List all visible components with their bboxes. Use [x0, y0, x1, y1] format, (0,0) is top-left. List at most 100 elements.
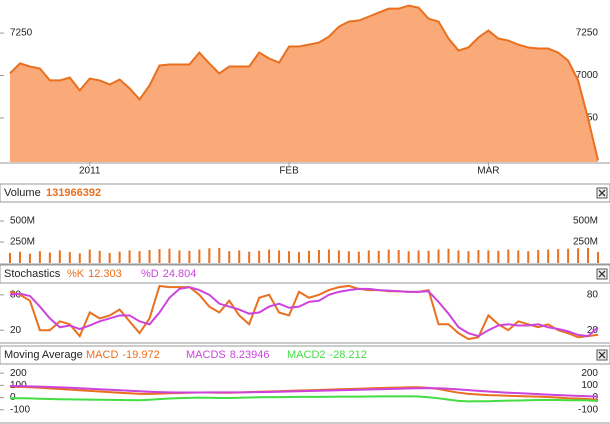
price-line [9, 4, 599, 161]
volume-bar [78, 253, 81, 263]
close-button[interactable] [596, 187, 608, 199]
x-tick-label: FEB [279, 166, 299, 177]
volume-bar [288, 251, 291, 263]
volume-bar [148, 249, 151, 263]
legend-name: MACDS [186, 349, 226, 361]
volume-bar [238, 250, 241, 263]
volume-bar [9, 252, 11, 263]
y-tick-label-right: 80 [587, 289, 599, 300]
volume-bar [268, 249, 271, 263]
y-tick-label: 20 [10, 325, 22, 336]
y-tick-label-right: 200 [581, 368, 598, 379]
volume-bar [158, 249, 161, 263]
volume-bar [68, 252, 71, 263]
panel-header [0, 264, 610, 284]
legend-name: %D [141, 268, 159, 280]
volume-bar [18, 251, 21, 263]
volume-bar [427, 250, 430, 263]
legend-name: MACD [86, 349, 118, 361]
close-icon [598, 270, 606, 278]
panel-title: Stochastics [4, 268, 61, 280]
volume-bar [367, 250, 370, 263]
y-tick-label: 250M [10, 237, 35, 248]
y-tick-label-right: -100 [578, 404, 598, 415]
volume-bar [178, 250, 181, 263]
volume-bar [188, 250, 191, 263]
legend-item: MACDS 8.23946 [186, 349, 270, 361]
panel-title: Moving Average [4, 349, 83, 361]
volume-bar [347, 251, 350, 263]
legend-name: %K [67, 268, 85, 280]
y-tick-label: 200 [10, 368, 27, 379]
volume-bar [327, 249, 330, 263]
volume-bar [278, 250, 281, 263]
legend-item: %D 24.804 [141, 268, 196, 280]
y-tick-label-right: 7250 [576, 28, 599, 39]
series-line [9, 384, 599, 398]
volume-bar [38, 251, 41, 263]
volume-bar [228, 251, 231, 263]
volume-bar [477, 249, 480, 263]
volume-bar [218, 247, 221, 263]
volume-bar [497, 250, 500, 263]
volume-bar [537, 249, 540, 263]
volume-bar [128, 250, 131, 263]
volume-bar [437, 249, 440, 263]
volume-bar [527, 251, 530, 263]
legend-item: %K 12.303 [67, 268, 122, 280]
panel-header [0, 183, 610, 203]
close-icon [598, 351, 606, 359]
volume-bar [108, 252, 111, 263]
volume-bar [258, 250, 261, 263]
volume-bar [487, 250, 490, 263]
volume-bar [118, 251, 121, 263]
volume-bar [198, 249, 201, 263]
volume-bar [168, 248, 171, 263]
y-tick-label: 7250 [10, 28, 33, 39]
y-tick-label-right: 20 [587, 325, 599, 336]
volume-bar [547, 249, 550, 263]
legend-item: MACD -19.972 [86, 349, 160, 361]
volume-value: 131966392 [46, 187, 101, 199]
volume-bar [557, 249, 560, 263]
volume-bar [357, 251, 360, 263]
volume-bar [307, 250, 310, 263]
volume-bar [517, 250, 520, 263]
volume-bar [317, 249, 320, 263]
volume-bar [58, 250, 61, 263]
y-tick-label-right: 100 [581, 380, 598, 391]
volume-bar [28, 253, 31, 263]
volume-bar [377, 250, 380, 263]
volume-bar [48, 252, 51, 263]
series-line [9, 286, 599, 338]
volume-bar [577, 248, 580, 263]
volume-bar [507, 249, 510, 263]
y-tick-label: 500M [10, 216, 35, 227]
y-tick-label: -100 [10, 404, 30, 415]
y-tick-label-right: 500M [573, 216, 598, 227]
legend-value: 12.303 [88, 268, 122, 280]
x-tick-label: 2011 [79, 166, 101, 177]
series-line [9, 395, 599, 403]
volume-bar [597, 251, 599, 263]
volume-bar [298, 252, 301, 263]
legend-value: 24.804 [163, 268, 197, 280]
volume-bar [337, 250, 340, 263]
volume-bar [138, 251, 141, 263]
volume-bar [467, 251, 470, 263]
y-tick-label-right: 7000 [576, 70, 599, 81]
volume-bar [457, 250, 460, 263]
price-area [10, 5, 598, 163]
volume-bar [387, 249, 390, 263]
close-button[interactable] [596, 268, 608, 280]
volume-bar [567, 248, 570, 263]
close-button[interactable] [596, 349, 608, 361]
volume-bar [248, 251, 251, 263]
volume-bar [88, 249, 91, 263]
y-tick-label-right: 0 [592, 392, 598, 403]
legend-value: 8.23946 [230, 349, 270, 361]
volume-bar [417, 250, 420, 263]
volume-bar [447, 248, 450, 263]
volume-bar [587, 247, 590, 263]
